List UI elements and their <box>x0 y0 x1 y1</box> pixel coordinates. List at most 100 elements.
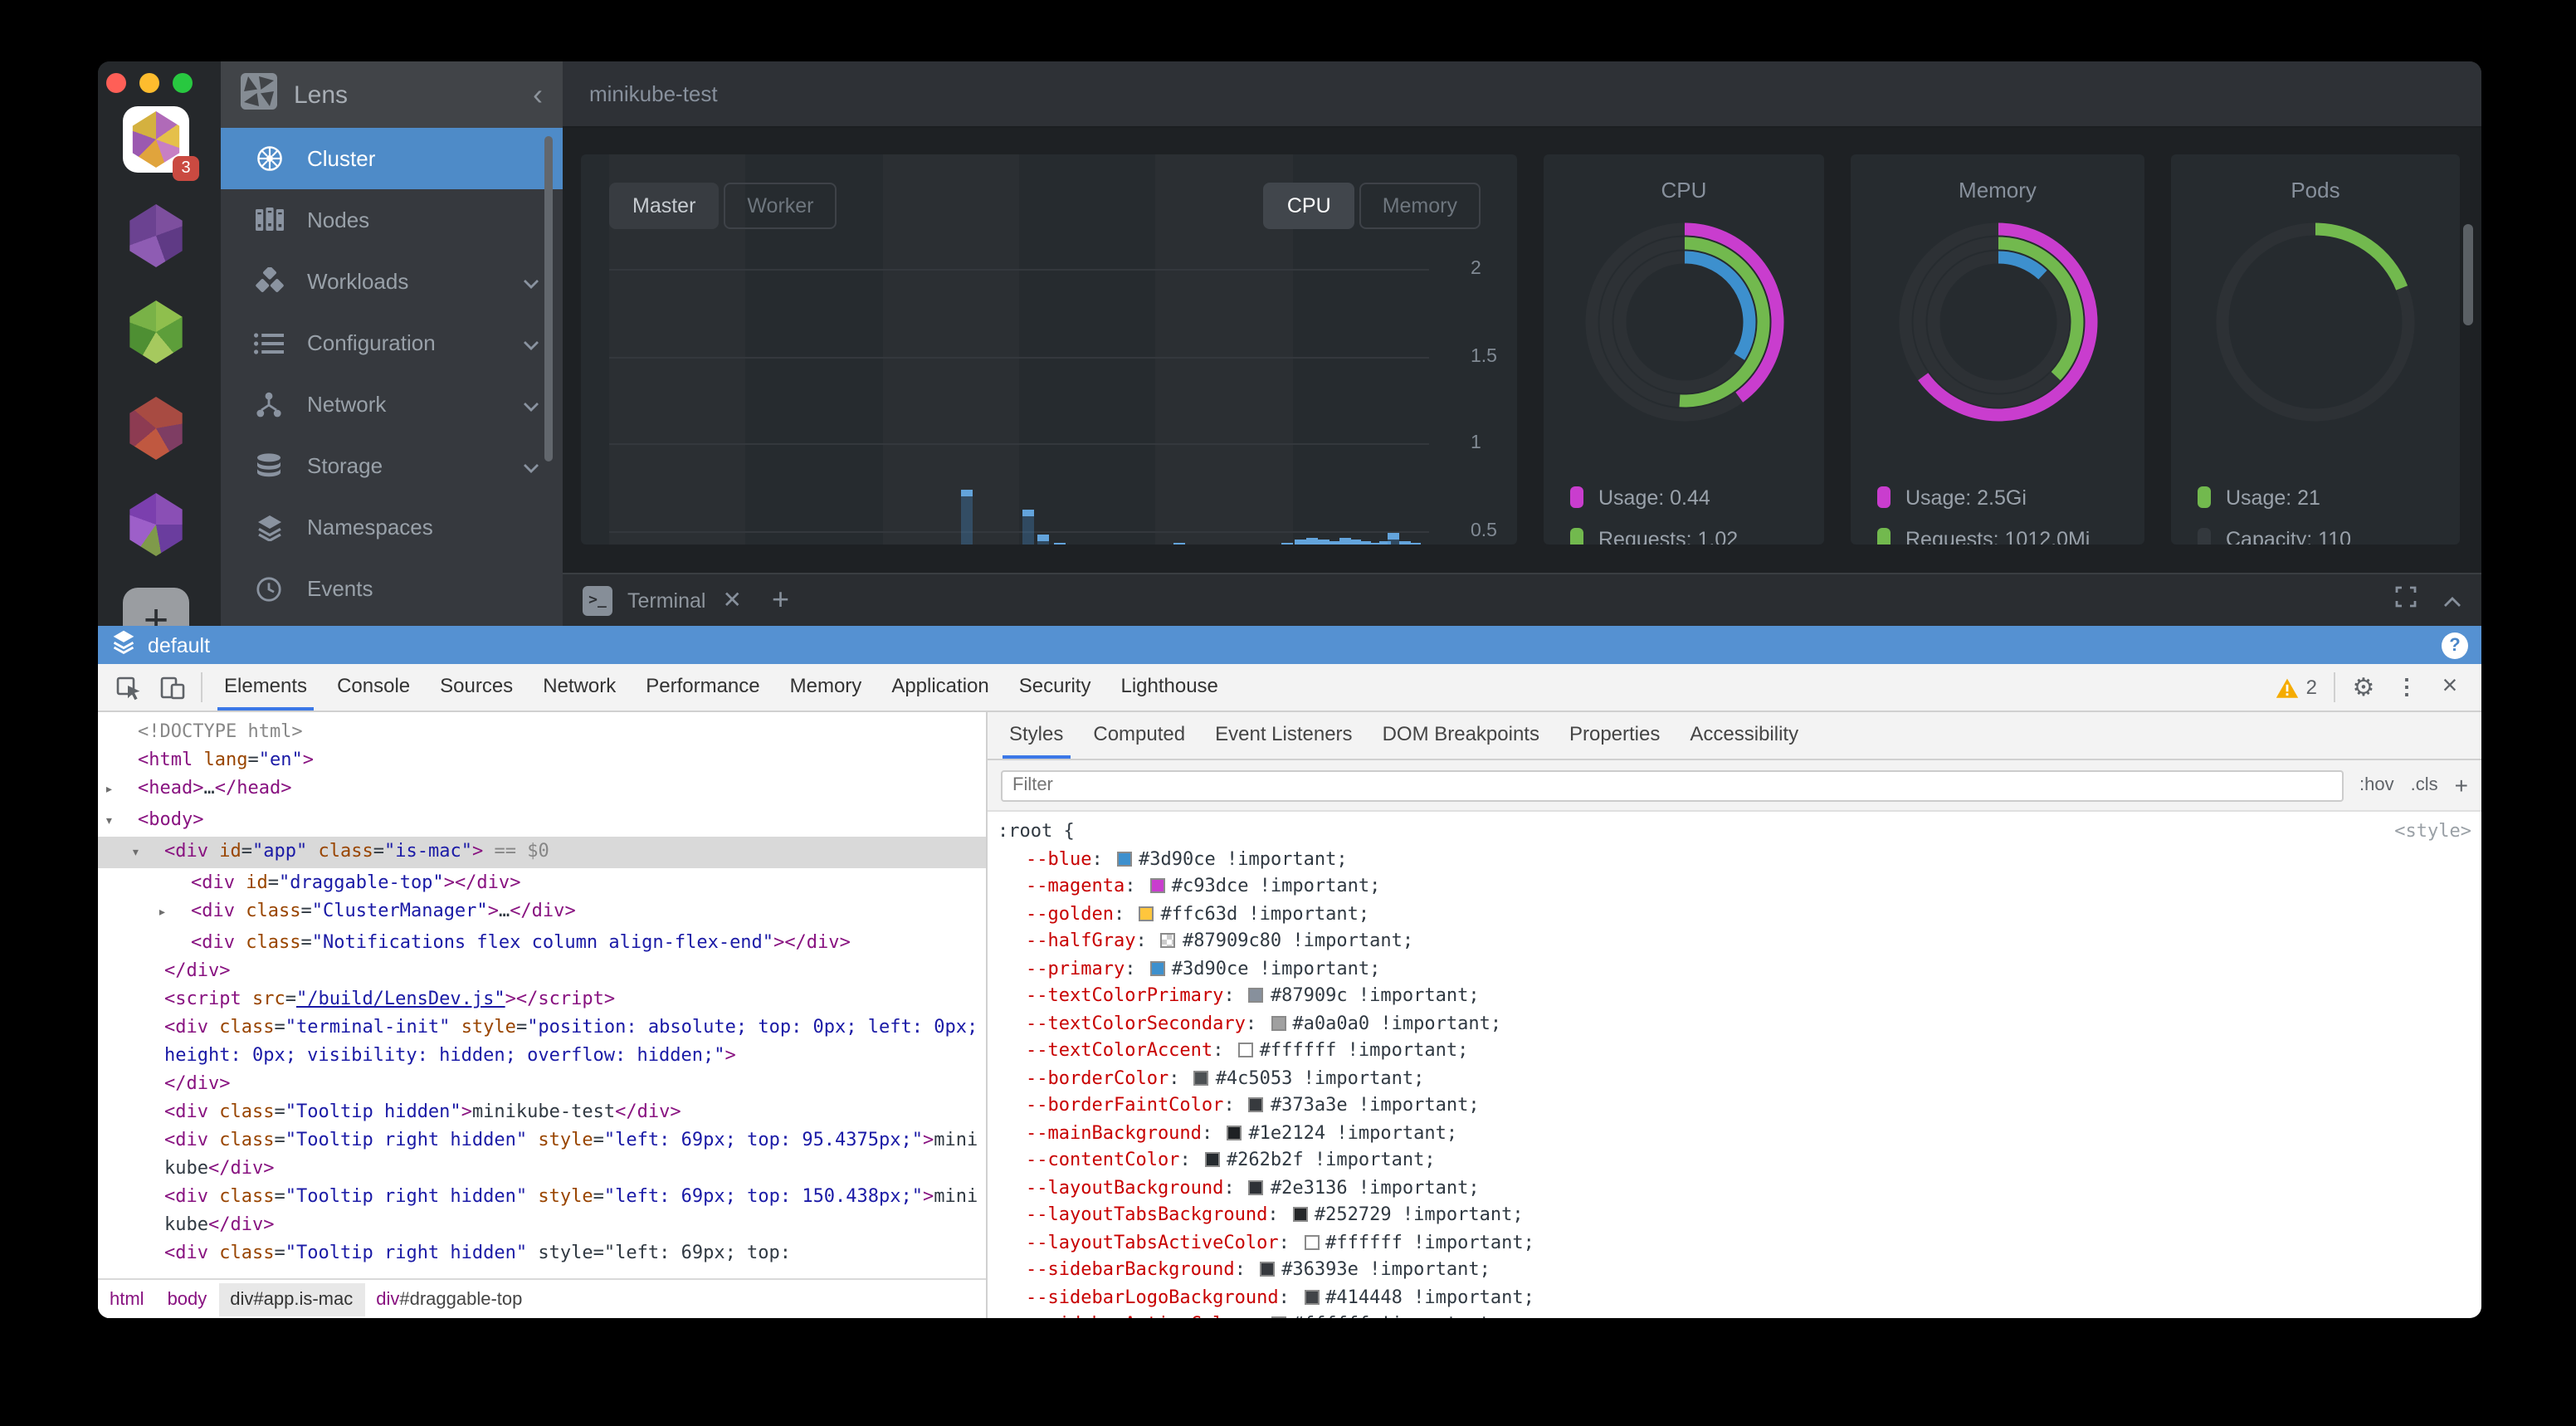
new-style-rule-button[interactable]: + <box>2454 772 2468 798</box>
dom-tree-node[interactable]: <div class="terminal-init" style="positi… <box>164 1016 978 1066</box>
help-button[interactable]: ? <box>2442 632 2468 658</box>
toggle-class-button[interactable]: .cls <box>2410 775 2438 795</box>
css-variable-row[interactable]: --borderColor: #4c5053 !important; <box>1026 1067 1425 1088</box>
dom-tree-node[interactable]: <div class="Notifications flex column al… <box>191 931 851 953</box>
dom-tree-node[interactable]: <html lang="en"> <box>138 749 314 770</box>
terminal-tab-label[interactable]: Terminal <box>627 588 706 612</box>
breadcrumb-item[interactable]: body <box>167 1289 207 1309</box>
cpu-usage-bar[interactable] <box>1349 539 1362 545</box>
color-swatch[interactable] <box>1204 1152 1220 1167</box>
new-terminal-icon[interactable]: + <box>771 583 789 616</box>
cluster-tile[interactable] <box>123 491 189 558</box>
cpu-usage-bar[interactable] <box>1173 542 1186 545</box>
dom-tree-node[interactable]: ▾ <body> <box>105 808 204 830</box>
fullscreen-icon[interactable] <box>2395 585 2417 615</box>
css-rules[interactable]: :root { <style> --blue: #3d90ce !important… <box>988 812 2481 1318</box>
cpu-usage-bar[interactable] <box>1281 542 1294 545</box>
cpu-usage-bar[interactable] <box>1379 540 1392 545</box>
cpu-usage-bar[interactable] <box>1359 540 1372 545</box>
color-swatch[interactable] <box>1260 1262 1276 1277</box>
color-swatch[interactable] <box>1139 906 1154 921</box>
color-swatch[interactable] <box>1248 1179 1264 1194</box>
dom-tree-node[interactable]: <div class="Tooltip right hidden" style=… <box>164 1185 978 1235</box>
css-variable-row[interactable]: --borderFaintColor: #373a3e !important; <box>1026 1094 1480 1116</box>
cpu-usage-bar[interactable] <box>1294 539 1306 545</box>
close-devtools-icon[interactable]: × <box>2442 672 2458 701</box>
styles-tab-computed[interactable]: Computed <box>1093 722 1186 745</box>
color-swatch[interactable] <box>1227 1125 1242 1140</box>
color-swatch[interactable] <box>1271 1015 1286 1030</box>
devtools-tab-performance[interactable]: Performance <box>646 674 760 697</box>
cpu-usage-bar[interactable] <box>1398 540 1411 545</box>
dom-tree-node[interactable]: <div class="Tooltip right hidden" style=… <box>164 1129 978 1179</box>
cpu-usage-bar[interactable] <box>1369 542 1382 545</box>
color-swatch[interactable] <box>1117 851 1132 866</box>
devtools-tab-application[interactable]: Application <box>891 674 989 697</box>
color-swatch[interactable] <box>1149 960 1165 975</box>
dom-tree-node[interactable]: <!DOCTYPE html> <box>138 720 303 742</box>
sidebar-item-events[interactable]: Events <box>221 558 563 619</box>
breadcrumb-item[interactable]: div#app.is-mac <box>218 1282 365 1316</box>
color-swatch[interactable] <box>1248 988 1264 1003</box>
cluster-tile[interactable] <box>123 395 189 461</box>
chevron-down-icon[interactable] <box>523 266 539 296</box>
metric-cpu-tab[interactable]: CPU <box>1263 183 1354 229</box>
active-namespace-label[interactable]: default <box>148 633 211 657</box>
css-variable-row[interactable]: --magenta: #c93dce !important; <box>1026 875 1381 896</box>
cpu-usage-bar[interactable] <box>1022 509 1035 545</box>
css-variable-row[interactable]: --textColorSecondary: #a0a0a0 !important… <box>1026 1012 1502 1033</box>
css-variable-row[interactable]: --golden: #ffc63d !important; <box>1026 902 1370 924</box>
devtools-tab-elements[interactable]: Elements <box>209 664 322 711</box>
cpu-usage-bar[interactable] <box>1408 542 1421 545</box>
style-origin-link[interactable]: <style> <box>2394 820 2471 842</box>
cpu-usage-bar[interactable] <box>1388 532 1400 545</box>
sidebar-item-namespaces[interactable]: Namespaces <box>221 496 563 558</box>
css-variable-row[interactable]: --sidebarActiveColor: #ffffff !important… <box>998 1311 2471 1318</box>
css-variable-row[interactable]: --layoutTabsBackground: #252729 !importa… <box>1026 1204 1524 1225</box>
devtools-menu-icon[interactable]: ⋮ <box>2396 674 2417 699</box>
color-swatch[interactable] <box>1237 1043 1253 1057</box>
styles-tab-dom-breakpoints[interactable]: DOM Breakpoints <box>1382 722 1539 745</box>
dom-tree-node[interactable]: ▸ <head>…</head> <box>105 777 292 798</box>
color-swatch[interactable] <box>1160 933 1176 948</box>
styles-tab-properties[interactable]: Properties <box>1569 722 1661 745</box>
cluster-tile[interactable] <box>123 299 189 365</box>
metric-memory-tab[interactable]: Memory <box>1359 183 1481 229</box>
devtools-tab-lighthouse[interactable]: Lighthouse <box>1120 674 1218 697</box>
css-variable-row[interactable]: --blue: #3d90ce !important; <box>1026 847 1348 869</box>
cluster-tile-active[interactable]: 3 <box>123 106 199 181</box>
color-swatch[interactable] <box>1271 1316 1286 1318</box>
toggle-device-toolbar-icon[interactable] <box>151 667 194 707</box>
breadcrumb-item[interactable]: div#draggable-top <box>376 1289 523 1309</box>
dom-tree-node[interactable]: ▾<div id="app" class="is-mac"> == $0… <box>98 837 986 868</box>
chevron-down-icon[interactable] <box>523 451 539 481</box>
devtools-tab-security[interactable]: Security <box>1018 674 1091 697</box>
color-swatch[interactable] <box>1304 1234 1320 1249</box>
devtools-tab-console[interactable]: Console <box>337 674 411 697</box>
rule-selector[interactable]: :root { <box>998 820 1075 842</box>
dom-tree-node[interactable]: <div class="Tooltip right hidden" style=… <box>164 1242 792 1263</box>
devtools-tab-memory[interactable]: Memory <box>789 674 862 697</box>
css-variable-row[interactable]: --textColorPrimary: #87909c !important; <box>1026 984 1480 1006</box>
styles-tab-accessibility[interactable]: Accessibility <box>1690 722 1799 745</box>
sidebar-scrollbar[interactable] <box>544 136 553 461</box>
node-worker-tab[interactable]: Worker <box>724 183 837 229</box>
sidebar-item-workloads[interactable]: Workloads <box>221 251 563 312</box>
dom-tree-node[interactable]: </div> <box>164 960 231 981</box>
css-variable-row[interactable]: --sidebarLogoBackground: #414448 !import… <box>1026 1286 1534 1307</box>
close-terminal-icon[interactable]: ✕ <box>722 586 742 613</box>
cpu-usage-bar[interactable] <box>960 490 973 545</box>
dom-tree-node[interactable]: <div class="Tooltip hidden">minikube-tes… <box>164 1101 681 1122</box>
styles-tab-styles[interactable]: Styles <box>994 712 1078 759</box>
css-variable-row[interactable]: --primary: #3d90ce !important; <box>1026 957 1381 979</box>
zoom-window-button[interactable] <box>173 73 193 93</box>
sidebar-item-cluster[interactable]: Cluster <box>221 128 563 189</box>
close-window-button[interactable] <box>106 73 126 93</box>
devtools-tab-sources[interactable]: Sources <box>440 674 514 697</box>
chevron-down-icon[interactable] <box>523 389 539 419</box>
styles-tab-event-listeners[interactable]: Event Listeners <box>1215 722 1353 745</box>
css-variable-row[interactable]: --contentColor: #262b2f !important; <box>1026 1149 1436 1170</box>
css-variable-row[interactable]: --layoutTabsActiveColor: #ffffff !import… <box>1026 1231 1534 1253</box>
warning-icon[interactable] <box>2276 676 2300 698</box>
color-swatch[interactable] <box>1193 1070 1209 1085</box>
